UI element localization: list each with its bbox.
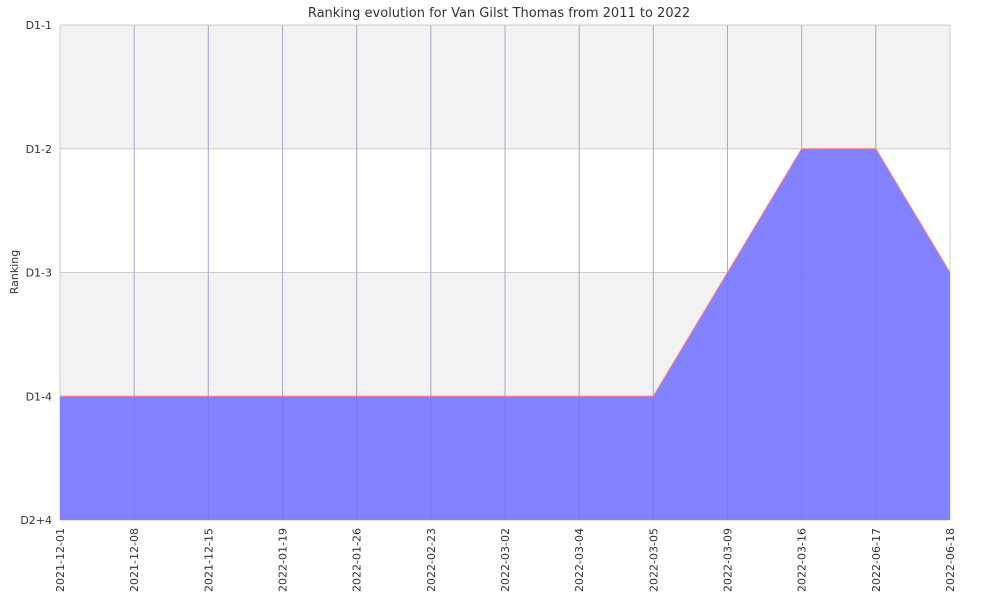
x-tick-label-3: 2022-01-19	[277, 528, 290, 592]
x-tick-label-0: 2021-12-01	[54, 528, 67, 592]
chart-title: Ranking evolution for Van Gilst Thomas f…	[308, 6, 690, 21]
x-tick-label-9: 2022-03-09	[722, 528, 735, 592]
y-axis-label: Ranking	[8, 250, 21, 295]
y-tick-label-0: D1-1	[26, 19, 52, 32]
x-tick-label-6: 2022-03-02	[499, 528, 512, 592]
y-tick-label-1: D1-2	[26, 143, 52, 156]
x-tick-label-5: 2022-02-23	[425, 528, 438, 592]
x-tick-label-4: 2022-01-26	[351, 528, 364, 592]
x-tick-label-11: 2022-06-17	[870, 528, 883, 592]
y-tick-labels: D1-1 D1-2 D1-3 D1-4 D2+4	[20, 19, 52, 527]
x-tick-label-12: 2022-06-18	[944, 528, 957, 592]
y-tick-label-2: D1-3	[26, 267, 52, 280]
x-tick-label-8: 2022-03-05	[647, 528, 660, 592]
x-tick-label-7: 2022-03-04	[573, 528, 586, 592]
x-tick-label-2: 2021-12-15	[202, 528, 215, 592]
x-tick-label-1: 2021-12-08	[128, 528, 141, 592]
y-tick-label-4: D2+4	[20, 514, 52, 527]
y-tick-label-3: D1-4	[26, 390, 52, 403]
x-tick-labels: 2021-12-01 2021-12-08 2021-12-15 2022-01-19…	[54, 528, 957, 592]
x-tick-label-10: 2022-03-16	[796, 528, 809, 592]
ranking-area	[60, 148, 950, 520]
ranking-series	[59, 25, 951, 520]
